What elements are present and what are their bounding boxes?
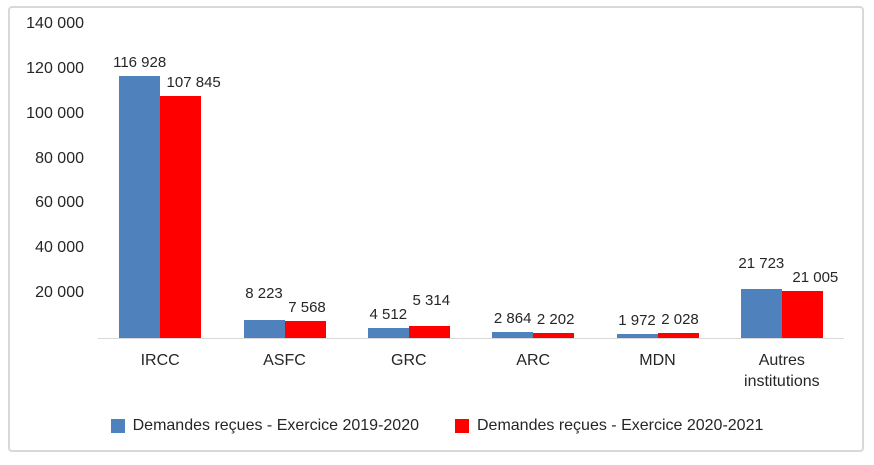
bar-arc-2019-2020 (492, 331, 534, 338)
legend-label: Demandes reçues - Exercice 2020-2021 (477, 417, 764, 434)
legend-label: Demandes reçues - Exercice 2019-2020 (132, 417, 419, 434)
legend-item-2019-2020: Demandes reçues - Exercice 2019-2020 (110, 417, 419, 435)
category-label: ARC (516, 352, 551, 369)
y-axis-label: 80 000 (35, 149, 84, 167)
category-label: MDN (639, 352, 676, 369)
bar-autres-2019-2020 (740, 289, 782, 338)
y-axis-label: 60 000 (35, 194, 84, 212)
y-axis-label: 120 000 (26, 59, 84, 77)
y-axis-label: 20 000 (35, 284, 84, 302)
data-label: 5 314 (412, 291, 451, 309)
y-axis-label: 140 000 (26, 15, 84, 32)
data-label: 1 972 (618, 311, 656, 329)
data-label: 21 723 (738, 254, 785, 272)
bar-mdn-2020-2021 (657, 333, 699, 338)
y-axis-label: 100 000 (26, 104, 84, 122)
legend-swatch-icon (110, 419, 125, 433)
data-label: 4 512 (369, 305, 408, 323)
bar-ircc-2019-2020 (119, 75, 161, 338)
category-label: ASFC (263, 352, 306, 369)
data-label: 8 223 (245, 285, 283, 303)
data-label: 2 864 (493, 309, 532, 327)
bar-mdn-2019-2020 (616, 333, 658, 338)
bar-ircc-2020-2021 (160, 96, 202, 338)
data-label: 21 005 (792, 268, 839, 286)
bar-asfc-2020-2021 (284, 321, 326, 338)
data-label: 2 202 (536, 311, 575, 329)
data-label: 7 568 (288, 299, 326, 317)
bar-autres-2020-2021 (781, 290, 823, 338)
category-label: Autres institutions (744, 352, 820, 390)
x-axis-line (98, 338, 844, 339)
legend-swatch-icon (455, 419, 469, 433)
data-label: 2 028 (661, 311, 699, 329)
data-label: 116 928 (113, 53, 167, 71)
category-label: GRC (391, 352, 427, 369)
legend-item-2020-2021: Demandes reçues - Exercice 2020-2021 (455, 417, 763, 435)
category-label: IRCC (140, 352, 180, 369)
bar-asfc-2019-2020 (243, 319, 285, 338)
y-axis-label: 40 000 (35, 239, 84, 257)
bar-grc-2019-2020 (367, 327, 409, 338)
legend: Demandes reçues - Exercice 2019-2020 Dema… (0, 417, 874, 435)
bar-grc-2020-2021 (408, 326, 450, 338)
bar-arc-2020-2021 (533, 333, 575, 338)
data-label: 107 845 (166, 74, 221, 92)
